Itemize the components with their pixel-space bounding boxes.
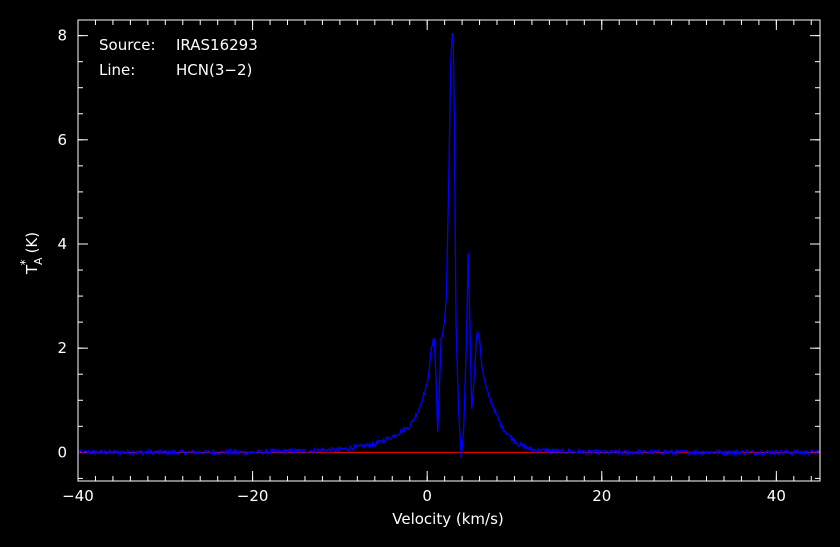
- y-axis-title-sub: A: [32, 257, 45, 265]
- y-axis-title-main: T: [23, 264, 41, 275]
- x-tick-label: 20: [592, 487, 611, 505]
- y-tick-label: 6: [57, 131, 67, 149]
- x-tick-labels: −40 −20 0 20 40: [62, 487, 786, 505]
- y-tick-label: 8: [57, 27, 67, 45]
- y-tick-label: 0: [57, 443, 67, 461]
- x-tick-label: −20: [237, 487, 269, 505]
- annotation-line-label: Line:: [99, 61, 135, 79]
- spectrum-line: [77, 33, 821, 459]
- x-tick-label: 40: [767, 487, 786, 505]
- y-axis-title: TA* (K): [18, 232, 45, 275]
- annotation-source-label: Source:: [99, 36, 156, 54]
- y-tick-label: 2: [57, 339, 67, 357]
- plot-frame: [77, 19, 821, 482]
- x-tick-label: −40: [62, 487, 94, 505]
- y-axis-title-sup: *: [18, 259, 32, 265]
- annotation-block: Source: IRAS16293 Line: HCN(3−2): [99, 36, 258, 79]
- y-axis-title-unit: (K): [23, 232, 41, 254]
- annotation-source-value: IRAS16293: [176, 36, 258, 54]
- y-tick-labels: 0 2 4 6 8: [57, 27, 67, 462]
- x-axis-title: Velocity (km/s): [392, 510, 503, 528]
- x-tick-label: 0: [422, 487, 432, 505]
- annotation-line-value: HCN(3−2): [176, 61, 252, 79]
- y-tick-label: 4: [57, 235, 67, 253]
